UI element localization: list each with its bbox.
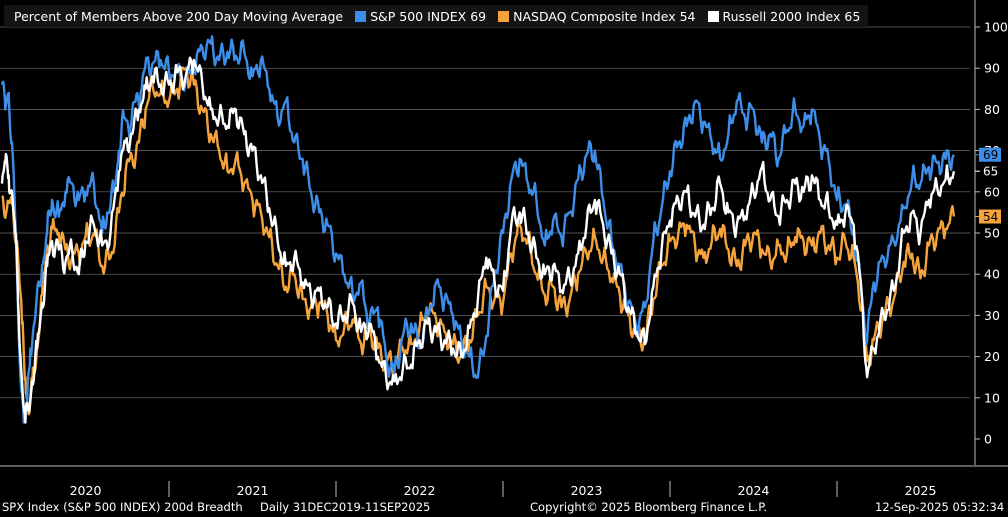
y-tick-label-20: 20	[984, 349, 1000, 364]
last-value-label-2: 65	[983, 165, 998, 179]
legend-label-nasdaq: NASDAQ Composite Index	[513, 8, 676, 24]
legend-entry-russell: Russell 2000 Index 65	[707, 8, 861, 24]
footer-copyright: Copyright© 2025 Bloomberg Finance L.P.	[530, 500, 767, 514]
series-line-2	[0, 56, 956, 424]
footer-range: Daily 31DEC2019-11SEP2025	[260, 500, 431, 514]
series-line-0	[0, 35, 955, 424]
y-tick-label-90: 90	[984, 61, 1000, 76]
x-tick-label-2020: 2020	[70, 483, 102, 498]
legend-value-spx: 69	[470, 8, 487, 24]
x-tick-label-2025: 2025	[905, 483, 937, 498]
y-tick-label-80: 80	[984, 102, 1000, 117]
x-tick-label-2024: 2024	[738, 483, 770, 498]
legend-label-russell: Russell 2000 Index	[722, 8, 841, 24]
y-tick-label-50: 50	[984, 226, 1000, 241]
x-tick-label-2022: 2022	[404, 483, 436, 498]
last-value-badge-0	[979, 147, 1001, 162]
last-value-badge-1	[979, 209, 1001, 224]
legend-value-russell: 65	[844, 8, 861, 24]
y-tick-label-60: 60	[984, 184, 1000, 199]
legend-value-nasdaq: 54	[679, 8, 696, 24]
legend-swatch-nasdaq	[498, 10, 510, 22]
x-tick-label-2023: 2023	[571, 483, 603, 498]
x-tick-label-2021: 2021	[237, 483, 269, 498]
legend-swatch-spx	[355, 10, 367, 22]
footer-timestamp: 12-Sep-2025 05:32:34	[875, 500, 1005, 514]
last-value-labels: 69 54 65	[975, 147, 1001, 224]
chart-legend: Percent of Members Above 200 Day Moving …	[4, 5, 869, 27]
y-tick-label-40: 40	[984, 267, 1000, 282]
legend-entry-spx: S&P 500 INDEX 69	[355, 9, 486, 24]
x-axis: 2020 2021 2022 2023 2024 2025	[0, 465, 1008, 498]
last-value-label-1: 54	[983, 210, 998, 224]
y-tick-label-10: 10	[984, 390, 1000, 405]
last-value-label-0: 69	[983, 148, 998, 162]
legend-label-spx: S&P 500 INDEX	[370, 8, 467, 24]
series-line-1	[1, 66, 956, 416]
series-lines	[0, 35, 956, 424]
y-tick-label-30: 30	[984, 308, 1000, 323]
y-tick-label-100: 100	[984, 20, 1008, 35]
legend-entry-nasdaq: NASDAQ Composite Index 54	[498, 8, 696, 24]
legend-swatch-russell	[707, 10, 719, 22]
y-tick-label-0: 0	[984, 432, 992, 447]
footer-source: SPX Index (S&P 500 INDEX) 200d Breadth	[2, 500, 243, 514]
footer-bar: SPX Index (S&P 500 INDEX) 200d Breadth D…	[0, 498, 1008, 517]
grid-lines	[0, 26, 970, 399]
x-axis-band	[0, 466, 1008, 498]
chart-title: Percent of Members Above 200 Day Moving …	[14, 8, 344, 24]
